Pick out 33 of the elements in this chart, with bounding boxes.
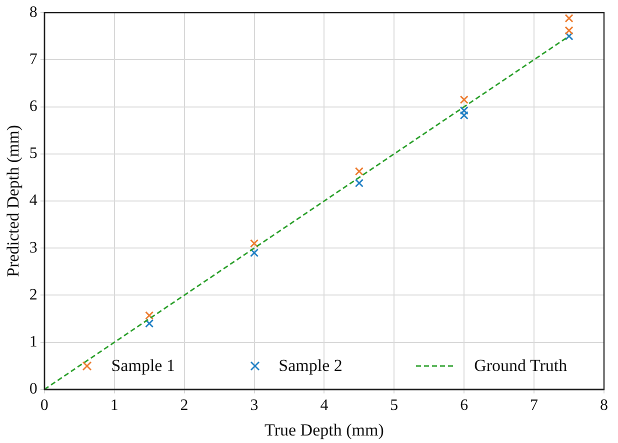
y-tick-label: 5 [29, 145, 38, 162]
point [460, 95, 468, 104]
y-tick-label: 7 [29, 50, 38, 68]
x-tick-label: 5 [390, 397, 398, 414]
y-tick-label: 3 [29, 239, 38, 256]
x-tick-label: 4 [320, 397, 328, 414]
point [354, 178, 364, 188]
point [564, 32, 574, 40]
point [354, 167, 364, 176]
y-tick-label: 4 [29, 192, 38, 210]
legend-label: Sample 1 [111, 356, 175, 376]
x-tick-label: 7 [530, 397, 538, 414]
x-tick-label: 8 [600, 397, 608, 414]
point [564, 14, 574, 23]
point [145, 319, 154, 328]
point [250, 248, 259, 258]
y-tick-label: 2 [29, 286, 38, 304]
x-tick-label: 0 [40, 397, 48, 414]
x-tick-label: 3 [250, 397, 258, 414]
legend-label: Ground Truth [474, 356, 568, 376]
point [564, 26, 574, 35]
x-tick-label: 2 [180, 397, 188, 414]
point [250, 239, 259, 248]
y-tick-label: 8 [29, 4, 38, 21]
x-tick-label: 1 [110, 397, 118, 414]
y-tick-label: 6 [29, 98, 38, 116]
y-tick-label: 0 [29, 380, 38, 398]
legend-label: Sample 2 [278, 356, 342, 376]
y-tick-label: 1 [29, 334, 38, 351]
x-axis-title: True Depth (mm) [264, 420, 384, 440]
y-axis-title: Predicted Depth (mm) [4, 124, 23, 278]
x-tick-label: 6 [460, 397, 468, 414]
point [145, 311, 154, 320]
